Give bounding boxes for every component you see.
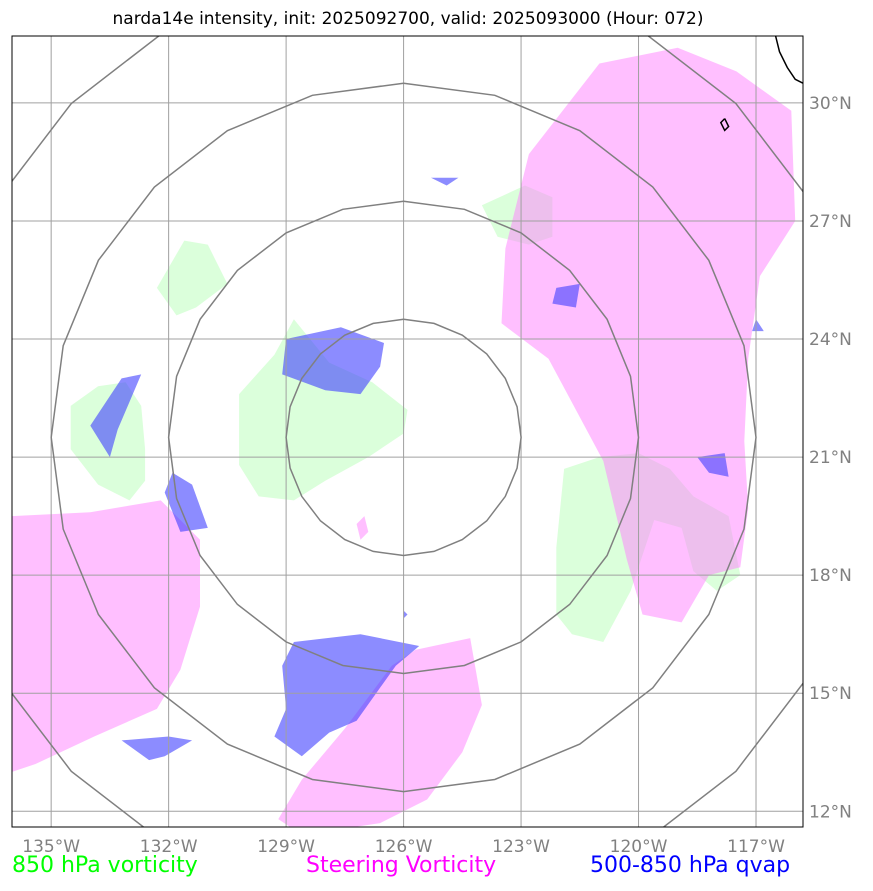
qvap-area-9 (403, 610, 408, 619)
lon-tick-label: 120°W (610, 837, 668, 857)
vort850-area-0 (239, 319, 408, 501)
lat-tick-label: 21°N (809, 448, 852, 468)
legend-850hpa-vorticity: 850 hPa vorticity (12, 853, 198, 878)
qvap-area-4 (121, 736, 193, 761)
lat-tick-label: 12°N (809, 802, 852, 822)
qvap-area-1 (90, 374, 142, 458)
steering-area-0 (501, 47, 796, 623)
coastline (719, 36, 803, 132)
qvap-area-8 (431, 177, 459, 186)
steering-area-2 (278, 638, 482, 827)
chart-title: narda14e intensity, init: 2025092700, va… (112, 9, 704, 29)
lon-tick-label: 117°W (727, 837, 785, 857)
latitude-tick-labels: 12°N 15°N 18°N 21°N 24°N 27°N 30°N (809, 94, 852, 822)
steering-area-3 (356, 516, 369, 540)
coastline-segment-0 (774, 36, 803, 84)
legend-steering-vorticity: Steering Vorticity (306, 853, 497, 878)
qvap-area-5 (552, 283, 580, 308)
vort850-area-3 (156, 240, 228, 316)
coastline-segment-1 (719, 118, 730, 132)
qvap-area-0 (282, 327, 384, 395)
lat-tick-label: 27°N (809, 212, 852, 232)
lon-tick-label: 129°W (257, 837, 315, 857)
lat-tick-label: 18°N (809, 566, 852, 586)
lat-tick-label: 15°N (809, 684, 852, 704)
qvap-area-6 (697, 453, 729, 477)
range-ring-6deg (167, 200, 640, 675)
field-layer (12, 47, 796, 827)
lon-tick-label: 132°W (140, 837, 198, 857)
longitude-tick-labels: 135°W 132°W 129°W 126°W 123°W 120°W 117°W (22, 837, 785, 857)
lat-tick-label: 24°N (809, 330, 852, 350)
range-ring-9deg (50, 82, 757, 793)
lat-tick-label: 30°N (809, 94, 852, 114)
steering-area-1 (12, 500, 200, 772)
lon-tick-label: 135°W (22, 837, 80, 857)
qvap-area-3 (274, 634, 420, 757)
range-ring-3deg (285, 318, 522, 557)
legend-qvap: 500-850 hPa qvap (590, 853, 791, 878)
lon-tick-label: 123°W (492, 837, 550, 857)
lon-tick-label: 126°W (375, 837, 433, 857)
qvap-area-7 (752, 319, 764, 332)
plot-frame (11, 35, 804, 828)
